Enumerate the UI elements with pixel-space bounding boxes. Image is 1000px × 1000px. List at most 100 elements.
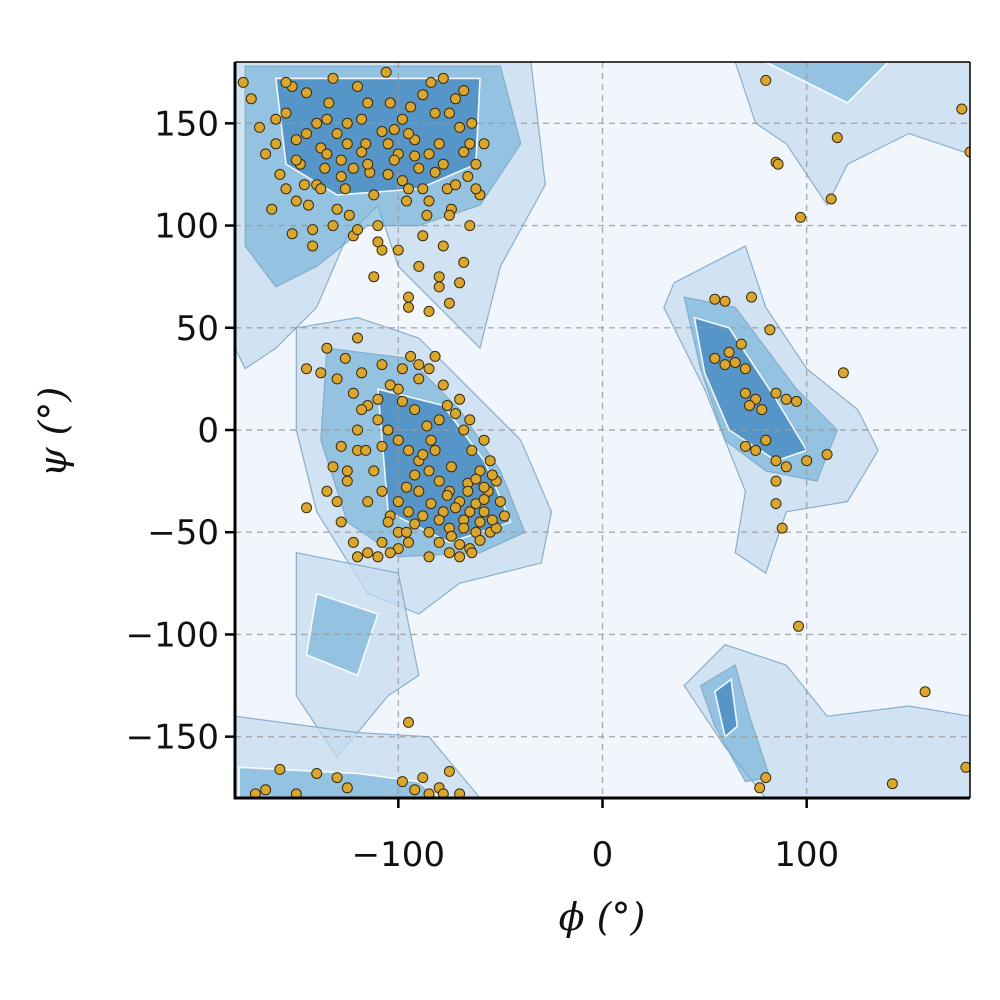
y-tick-label: 100 [154, 207, 219, 247]
data-point [401, 526, 412, 538]
data-point [770, 498, 782, 510]
data-point [423, 305, 435, 317]
data-point [403, 291, 414, 303]
data-point [382, 424, 394, 436]
data-point [321, 342, 333, 354]
data-point [413, 485, 425, 497]
data-point [417, 89, 429, 101]
data-point [327, 220, 339, 232]
axes-layer: −100 0 100 −150 −100 −50 0 50 100 150 [126, 61, 971, 875]
data-point [341, 465, 353, 477]
data-point [372, 236, 384, 248]
data-point [376, 126, 388, 137]
data-point [956, 103, 968, 115]
data-point [409, 518, 421, 530]
data-point [352, 424, 363, 436]
data-point [323, 97, 335, 109]
data-point [405, 101, 417, 113]
data-point [756, 404, 768, 416]
data-point [319, 162, 331, 174]
data-point [450, 502, 461, 514]
data-point [423, 551, 435, 563]
data-point [709, 352, 721, 364]
data-point [274, 763, 286, 775]
data-point [421, 209, 433, 221]
data-point [821, 449, 833, 460]
data-point [499, 510, 510, 522]
x-tick-label: −100 [352, 835, 445, 875]
density-contour-bridge-1 [305, 592, 379, 677]
data-point [445, 530, 457, 542]
points-layer [237, 66, 970, 798]
data-point [429, 444, 441, 456]
data-point [433, 536, 445, 548]
data-point [356, 404, 368, 416]
data-point [376, 536, 388, 548]
data-point [347, 162, 359, 174]
y-tick-label: −50 [147, 513, 219, 553]
data-point [362, 547, 374, 559]
data-point [458, 146, 470, 158]
density-contour-top-right-0 [734, 62, 970, 207]
data-point [764, 324, 776, 336]
data-point [413, 162, 425, 174]
data-point [719, 359, 731, 371]
data-point [791, 395, 802, 407]
data-point [376, 440, 388, 452]
data-point [290, 134, 302, 146]
data-point [270, 113, 282, 125]
data-point [356, 113, 368, 125]
data-point [437, 158, 449, 170]
data-point [754, 782, 766, 794]
data-point [486, 469, 498, 481]
data-point [341, 475, 353, 487]
data-point [335, 516, 347, 528]
data-point [458, 256, 470, 268]
data-point [464, 414, 476, 426]
data-point [445, 461, 457, 473]
data-point [443, 765, 455, 777]
data-point [760, 434, 772, 446]
data-point [443, 297, 455, 309]
data-point [478, 138, 490, 150]
data-point [470, 183, 482, 195]
data-point [478, 494, 490, 505]
data-point [425, 434, 437, 446]
data-point [729, 357, 741, 368]
data-point [466, 444, 478, 456]
data-point [409, 404, 421, 416]
x-tick-label: 100 [774, 835, 839, 875]
data-point [362, 496, 374, 508]
data-point [403, 183, 414, 195]
data-point [331, 772, 343, 784]
data-point [746, 291, 757, 303]
data-point [443, 107, 455, 119]
data-point [286, 228, 298, 240]
y-tick-label: 0 [197, 411, 219, 451]
data-point [341, 138, 353, 150]
data-point [454, 788, 466, 798]
data-point [423, 526, 435, 538]
data-point [478, 506, 490, 518]
data-point [396, 175, 408, 187]
data-point [437, 379, 449, 391]
data-point [770, 455, 782, 467]
data-point [368, 271, 380, 283]
data-point [470, 158, 482, 170]
data-point [301, 363, 312, 375]
data-point [437, 788, 449, 798]
data-point [376, 485, 388, 497]
x-axis-label: ϕ (°) [559, 895, 646, 939]
data-point [964, 146, 970, 158]
data-point [474, 534, 486, 546]
data-point [425, 76, 437, 88]
data-point [484, 455, 496, 467]
data-point [413, 373, 425, 385]
data-point [750, 444, 762, 456]
data-point [443, 547, 455, 559]
data-point [423, 363, 435, 375]
data-point [723, 346, 735, 358]
data-point [443, 209, 455, 221]
data-point [478, 434, 490, 446]
y-tick-label: 50 [176, 309, 219, 349]
